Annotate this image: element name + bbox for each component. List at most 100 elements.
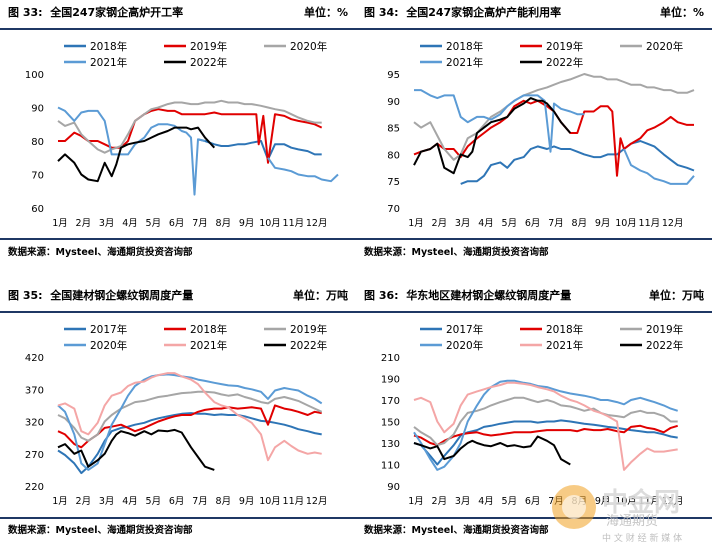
x-tick-label: 3月 — [99, 496, 115, 507]
source-rule — [0, 238, 356, 240]
legend-label: 2020年 — [446, 339, 483, 352]
panel-fig36: 图 36: 华东地区建材钢企螺纹钢周度产量 单位：万吨 90 110 130 150 1… — [356, 283, 712, 551]
x-tick-label: 2月 — [432, 218, 448, 229]
series-line — [413, 419, 678, 466]
x-tick-label: 1月 — [408, 496, 424, 507]
x-tick-label: 10月 — [259, 496, 281, 507]
unit-label: 单位：万吨 — [293, 289, 348, 302]
y-tick-label: 370 — [25, 385, 44, 396]
title-rule — [356, 28, 712, 30]
series-line — [57, 99, 322, 154]
series-line — [57, 373, 323, 471]
legend-label: 2019年 — [290, 323, 327, 336]
series-line — [58, 108, 323, 164]
x-tick-label: 4月 — [478, 218, 494, 229]
x-tick-label: 9月 — [239, 496, 255, 507]
legend-label: 2019年 — [546, 40, 583, 53]
y-tick-label: 320 — [25, 418, 44, 429]
series-line — [414, 89, 585, 153]
watermark-brand: 中金网 — [602, 487, 680, 518]
watermark: 中金网 海通期货 中 文 财 经 新 媒 体 — [546, 477, 706, 547]
legend-label: 2022年 — [190, 56, 227, 69]
x-tick-label: 8月 — [572, 218, 588, 229]
series-line — [57, 428, 215, 471]
source-note: 数据来源：Mysteel、海通期货投资咨询部 — [8, 247, 193, 258]
y-tick-label: 70 — [31, 171, 44, 182]
title-rule — [0, 311, 356, 313]
line-chart: 220 270 320 370 420 1月 2月 3月 4月 5月 6月 7月 8月 9月 10月 11月 1… — [25, 323, 328, 507]
x-tick-label: 2月 — [76, 218, 92, 229]
series-line — [197, 138, 322, 161]
y-tick-label: 190 — [381, 375, 400, 386]
legend-label: 2018年 — [90, 40, 127, 53]
y-tick-label: 90 — [31, 104, 44, 115]
panel-fig34: 图 34: 全国247家钢企高炉产能利用率 单位：% 70 75 80 85 90 95 1… — [356, 0, 712, 270]
y-tick-label: 60 — [31, 204, 44, 215]
series-line — [57, 412, 322, 475]
series-line — [267, 157, 339, 183]
legend-label: 2021年 — [190, 339, 227, 352]
series-line — [57, 126, 216, 183]
x-tick-label: 12月 — [662, 218, 684, 229]
y-tick-label: 80 — [31, 137, 44, 148]
x-tick-label: 6月 — [169, 496, 185, 507]
x-tick-label: 5月 — [502, 218, 518, 229]
series-line — [57, 372, 322, 462]
y-tick-label: 170 — [381, 396, 400, 407]
x-tick-label: 12月 — [306, 496, 328, 507]
y-tick-label: 75 — [387, 177, 400, 188]
y-tick-label: 220 — [25, 482, 44, 493]
chart-title: 图 33: 全国247家钢企高炉开工率 — [8, 6, 184, 19]
series-line — [623, 148, 695, 185]
legend-label: 2018年 — [546, 323, 583, 336]
legend-label: 2021年 — [546, 339, 583, 352]
x-tick-label: 3月 — [455, 218, 471, 229]
y-tick-label: 70 — [387, 204, 400, 215]
line-chart: 60 70 80 90 100 1月 2月 3月 4月 5月 6月 7月 8月 9月 10月 11月 12月 20… — [25, 40, 339, 229]
x-tick-label: 2月 — [76, 496, 92, 507]
x-tick-label: 10月 — [615, 496, 637, 507]
source-rule — [356, 517, 712, 519]
x-tick-label: 10月 — [615, 218, 637, 229]
x-tick-label: 6月 — [525, 218, 541, 229]
source-note: 数据来源：Mysteel、海通期货投资咨询部 — [364, 525, 549, 536]
panel-title: 图 34: 全国247家钢企高炉产能利用率 单位：% — [356, 0, 712, 20]
legend-label: 2022年 — [646, 339, 683, 352]
series-line — [413, 396, 678, 447]
x-tick-label: 5月 — [146, 218, 162, 229]
x-tick-label: 11月 — [283, 218, 305, 229]
legend-label: 2021年 — [446, 56, 483, 69]
legend-label: 2021年 — [90, 56, 127, 69]
series-line — [57, 106, 206, 196]
series-line — [413, 381, 678, 471]
x-tick-label: 5月 — [146, 496, 162, 507]
y-tick-label: 420 — [25, 353, 44, 364]
watermark-circle-inner — [562, 495, 586, 519]
x-tick-label: 4月 — [478, 496, 494, 507]
panel-fig33: 图 33: 全国247家钢企高炉开工率 单位：% 60 70 80 90 100 1月 2月… — [0, 0, 356, 270]
panel-title: 图 36: 华东地区建材钢企螺纹钢周度产量 单位：万吨 — [356, 283, 712, 303]
x-tick-label: 6月 — [169, 218, 185, 229]
line-chart: 901101301501701902101月2月3月4月5月6月7月8月9月10… — [381, 323, 684, 507]
legend-label: 2017年 — [446, 323, 483, 336]
chart-title: 图 36: 华东地区建材钢企螺纹钢周度产量 — [364, 289, 572, 302]
source-rule — [356, 238, 712, 240]
x-tick-label: 9月 — [595, 218, 611, 229]
legend-label: 2018年 — [446, 40, 483, 53]
source-note: 数据来源：Mysteel、海通期货投资咨询部 — [364, 247, 549, 258]
y-tick-label: 95 — [387, 70, 400, 81]
x-tick-label: 2月 — [432, 496, 448, 507]
x-tick-label: 9月 — [239, 218, 255, 229]
panel-fig35: 图 35: 全国建材钢企螺纹钢周度产量 单位：万吨 220 270 320 370 42… — [0, 283, 356, 551]
series-line — [57, 404, 322, 449]
x-tick-label: 7月 — [548, 218, 564, 229]
y-tick-label: 270 — [25, 450, 44, 461]
legend-label: 2022年 — [290, 339, 327, 352]
legend-label: 2019年 — [190, 40, 227, 53]
series-line — [57, 390, 323, 442]
x-tick-label: 4月 — [122, 218, 138, 229]
panel-title: 图 35: 全国建材钢企螺纹钢周度产量 单位：万吨 — [0, 283, 356, 303]
x-tick-label: 12月 — [662, 496, 684, 507]
x-tick-label: 3月 — [455, 496, 471, 507]
series-line — [460, 140, 695, 185]
